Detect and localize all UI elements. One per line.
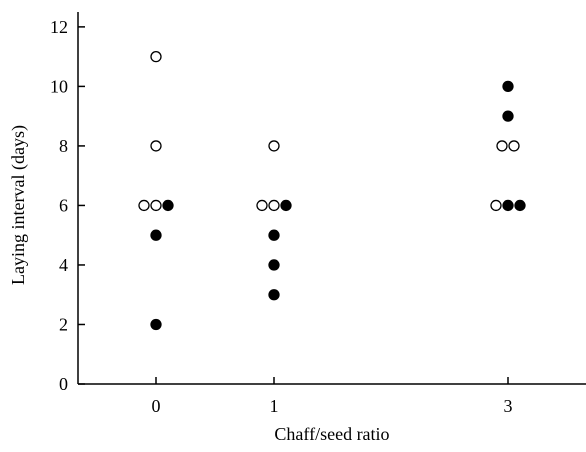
open-data-point — [268, 140, 280, 152]
open-data-point — [490, 199, 502, 212]
filled-data-point — [514, 199, 526, 212]
y-tick-label: 4 — [59, 255, 68, 275]
x-tick-label: 1 — [270, 396, 279, 416]
open-data-point — [150, 50, 162, 63]
x-tick-label: 3 — [504, 396, 513, 416]
filled-data-point — [150, 229, 162, 241]
plot-frame — [77, 12, 586, 385]
y-tick-label: 10 — [50, 76, 68, 96]
open-data-point — [268, 199, 280, 212]
open-data-point — [138, 199, 150, 212]
x-ticks: 0 1 3 — [152, 377, 513, 416]
y-tick-label: 2 — [59, 314, 68, 334]
open-data-point — [256, 199, 268, 212]
open-data-point — [150, 199, 162, 212]
x-tick-label: 0 — [152, 396, 161, 416]
filled-data-point — [162, 199, 174, 212]
x-axis-label: Chaff/seed ratio — [274, 424, 389, 444]
y-tick-label: 8 — [59, 136, 68, 156]
open-data-point — [150, 140, 162, 152]
filled-data-point — [150, 318, 162, 331]
y-tick-label: 0 — [59, 374, 68, 394]
open-data-point — [508, 140, 520, 152]
y-ticks: 0 2 4 6 8 10 12 — [50, 17, 85, 394]
filled-data-point — [502, 80, 514, 93]
filled-data-point — [268, 289, 280, 301]
filled-data-point — [502, 199, 514, 212]
open-data-point — [496, 140, 508, 152]
y-axis-label: Laying interval (days) — [8, 125, 29, 285]
y-tick-label: 6 — [59, 195, 68, 215]
filled-data-point — [268, 229, 280, 241]
filled-data-point — [280, 199, 292, 212]
filled-data-point — [268, 259, 280, 271]
data-points — [138, 50, 526, 331]
y-tick-label: 12 — [50, 17, 68, 37]
filled-data-point — [502, 110, 514, 122]
